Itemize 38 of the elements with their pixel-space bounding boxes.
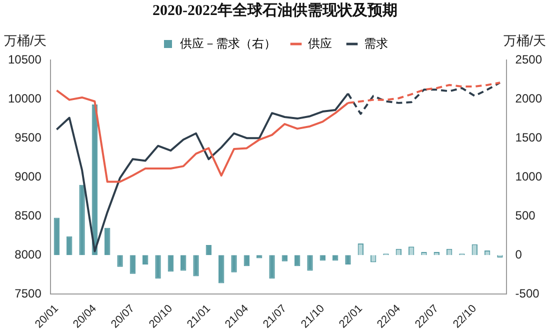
y-tick-label: 10500 [8,52,42,66]
y-tick-label: 9000 [14,169,42,184]
y2-tick-label: 0 [515,247,522,262]
y2-tick-label: 1500 [515,130,542,144]
bar [193,255,199,276]
y-tick-label: 7500 [14,286,42,301]
bar [256,255,262,258]
bar [54,218,60,256]
legend-label: 需求 [364,36,388,50]
bar [155,255,161,279]
y2-tick-label: 1000 [515,169,542,184]
bar [231,255,237,272]
bar [168,255,174,272]
y-tick-label: 8500 [14,208,42,222]
y-tick-label: 10000 [8,91,42,106]
legend-label: 供应 [308,36,332,50]
y-tick-label: 8000 [14,247,42,262]
y-tick-label: 9500 [14,130,42,144]
bar [79,184,85,256]
bar [294,255,300,266]
bar [307,255,313,271]
bar [66,236,72,256]
bar [104,228,110,256]
chart-title: 2020-2022年全球石油供需现状及预期 [152,2,398,19]
y-axis-title: 万桶/天 [4,33,47,48]
bar [180,255,186,271]
y2-tick-label: 500 [515,208,536,222]
y2-tick-label: 2000 [515,91,542,106]
bar [244,255,250,266]
legend-label: 供应－需求（右） [180,36,276,50]
y2-tick-label: 2500 [515,52,542,66]
bar [218,255,224,284]
y2-axis-title: 万桶/天 [503,33,546,48]
bar [206,245,212,256]
bar [117,255,123,267]
y2-tick-label: -500 [515,286,540,301]
bar [269,255,275,279]
bar [130,255,136,274]
